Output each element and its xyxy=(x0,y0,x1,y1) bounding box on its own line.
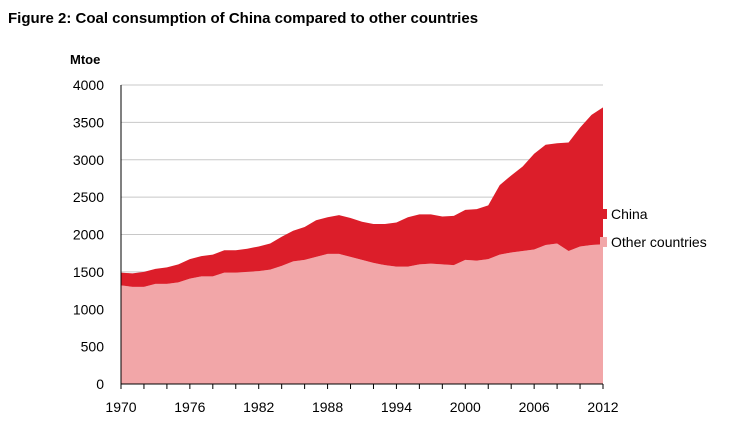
tick-labels: 0 500 1000 1500 2000 2500 3000 3500 4000 1970 1976… xyxy=(73,77,619,415)
x-tick-label: 1982 xyxy=(243,399,274,415)
area-series xyxy=(121,107,603,384)
y-tick-label: 3500 xyxy=(73,114,104,130)
y-tick-label: 2500 xyxy=(73,189,104,205)
x-tick-label: 2006 xyxy=(519,399,550,415)
x-tick-label: 1994 xyxy=(381,399,412,415)
legend-swatch-other-countries xyxy=(600,237,607,247)
axes xyxy=(120,85,604,389)
x-tick-label: 1970 xyxy=(105,399,136,415)
x-tick-label: 1988 xyxy=(312,399,343,415)
legend-label-other-countries: Other countries xyxy=(611,234,707,250)
area-china xyxy=(121,107,603,287)
y-tick-label: 1000 xyxy=(73,301,104,317)
chart-title: Figure 2: Coal consumption of China comp… xyxy=(8,10,479,27)
area-other-countries xyxy=(121,243,603,384)
x-tick-label: 2000 xyxy=(450,399,481,415)
legend-label-china: China xyxy=(611,206,648,222)
y-tick-label: 500 xyxy=(81,339,105,355)
y-tick-label: 2000 xyxy=(73,227,104,243)
y-tick-label: 0 xyxy=(96,376,104,392)
x-tick-label: 1976 xyxy=(174,399,205,415)
y-tick-label: 4000 xyxy=(73,77,104,93)
y-tick-label: 3000 xyxy=(73,152,104,168)
legend: China Other countries xyxy=(600,206,707,250)
y-axis-unit-label: Mtoe xyxy=(70,52,100,67)
legend-swatch-china xyxy=(600,209,607,219)
y-tick-label: 1500 xyxy=(73,264,104,280)
x-tick-label: 2012 xyxy=(587,399,618,415)
